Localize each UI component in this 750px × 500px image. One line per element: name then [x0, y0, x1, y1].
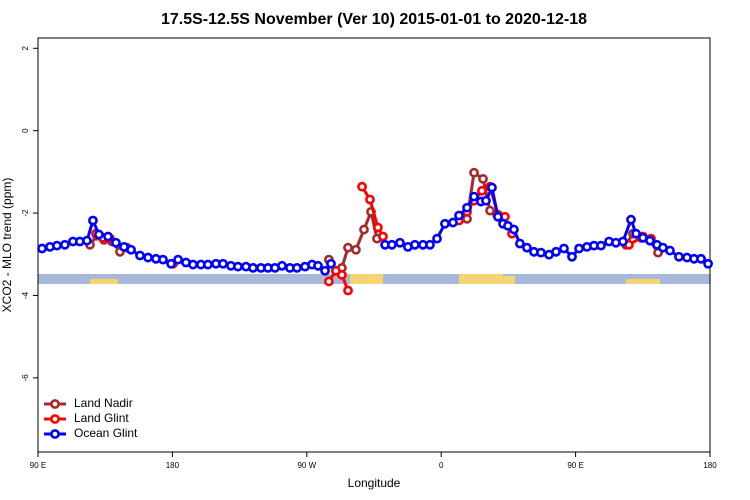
data-point	[218, 258, 228, 269]
data-point	[326, 258, 336, 269]
legend-marker	[50, 429, 60, 439]
data-point	[320, 265, 330, 276]
data-point	[551, 246, 561, 257]
data-point	[536, 247, 546, 258]
legend-label: Ocean Glint	[74, 426, 138, 440]
data-point	[462, 202, 472, 213]
data-point	[493, 211, 503, 222]
legend-label: Land Nadir	[74, 396, 133, 410]
data-point	[477, 185, 487, 196]
data-point	[351, 244, 361, 255]
x-tick-label: 180	[703, 461, 717, 470]
surface-strip	[38, 274, 710, 284]
data-point	[626, 214, 636, 225]
y-axis-label: XCO2 - MLO trend (ppm)	[0, 178, 14, 313]
data-point	[126, 244, 136, 255]
data-point	[596, 240, 606, 251]
data-point	[365, 194, 375, 205]
data-point	[618, 236, 628, 247]
data-point	[410, 239, 420, 250]
data-point	[94, 229, 104, 240]
y-tick-label: -6	[21, 374, 30, 382]
x-tick-label: 180	[166, 461, 180, 470]
y-tick-label: -4	[21, 291, 30, 299]
data-point	[313, 260, 323, 271]
data-point	[203, 259, 213, 270]
chart-title: 17.5S-12.5S November (Ver 10) 2015-01-01…	[161, 11, 587, 28]
data-point	[469, 191, 479, 202]
data-point	[387, 239, 397, 250]
data-point	[59, 239, 70, 250]
x-tick-label: 90 W	[297, 461, 316, 470]
data-point	[567, 251, 577, 262]
legend-label: Land Glint	[74, 411, 129, 425]
data-point	[135, 250, 145, 261]
data-point	[37, 243, 47, 254]
data-point	[514, 238, 525, 249]
data-point	[292, 262, 302, 273]
data-point	[359, 224, 369, 235]
data-point	[372, 222, 383, 233]
x-tick-label: 90 E	[567, 461, 583, 470]
data-point	[173, 254, 183, 265]
data-point	[696, 253, 706, 264]
legend-marker	[50, 414, 60, 424]
data-point	[674, 251, 684, 262]
data-point	[336, 269, 347, 280]
data-point	[522, 242, 532, 253]
data-point	[645, 235, 655, 246]
data-point	[487, 182, 497, 193]
data-point	[324, 276, 334, 287]
data-point	[343, 242, 353, 253]
data-point	[82, 235, 92, 246]
data-point	[52, 240, 62, 251]
data-point	[478, 173, 488, 184]
x-axis-label: Longitude	[348, 476, 401, 490]
y-tick-label: -2	[21, 209, 30, 217]
data-point	[448, 217, 458, 228]
data-point	[574, 243, 584, 254]
data-point	[631, 228, 641, 239]
data-point	[395, 237, 405, 248]
y-tick-label: 2	[21, 46, 30, 51]
data-point	[440, 218, 450, 229]
x-tick-label: 90 E	[30, 461, 46, 470]
data-point	[378, 231, 388, 242]
data-point	[469, 167, 479, 178]
data-point	[248, 262, 258, 273]
data-point	[166, 258, 176, 269]
data-point	[425, 239, 435, 250]
data-point	[481, 195, 491, 206]
data-point	[357, 181, 367, 192]
data-point	[158, 254, 168, 265]
data-point	[432, 233, 442, 244]
data-point	[559, 243, 569, 254]
plot-frame	[37, 37, 711, 453]
data-point	[111, 237, 121, 248]
legend-marker	[50, 399, 60, 409]
data-point	[233, 261, 243, 272]
data-point	[343, 285, 353, 296]
data-point	[454, 210, 464, 221]
data-point	[277, 260, 287, 271]
data-point	[103, 231, 113, 242]
data-point	[509, 224, 519, 235]
y-tick-label: 0	[21, 128, 30, 133]
data-point	[188, 259, 198, 270]
data-point	[143, 252, 153, 263]
data-point	[703, 258, 713, 269]
data-point	[665, 245, 675, 256]
x-tick-label: 0	[439, 461, 444, 470]
data-point	[88, 215, 98, 226]
data-point	[485, 205, 495, 216]
